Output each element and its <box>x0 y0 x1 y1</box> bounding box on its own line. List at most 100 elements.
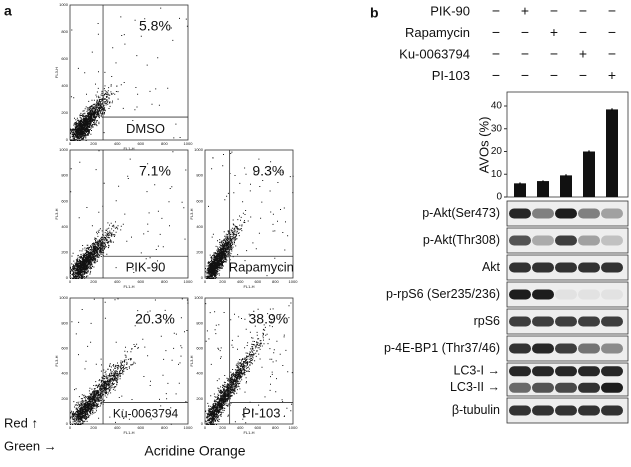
band <box>532 262 554 273</box>
x-tick-label: 200 <box>90 279 97 284</box>
band <box>532 289 554 300</box>
treatment-name: Ku-0063794 <box>399 46 470 61</box>
x-tick-label: 0 <box>69 279 72 284</box>
treatment-sign: + <box>521 3 529 19</box>
band <box>532 343 554 354</box>
x-tick-label: 800 <box>272 425 279 430</box>
band <box>509 405 531 416</box>
y-axis-label: FL3-H <box>54 67 59 78</box>
treatment-sign: − <box>608 3 616 19</box>
event-cloud <box>70 150 187 279</box>
band <box>509 343 531 354</box>
x-tick-label: 400 <box>114 425 121 430</box>
y-tick-label: 0 <box>201 275 204 280</box>
x-tick-label: 800 <box>161 279 168 284</box>
band <box>555 208 577 219</box>
y-axis-label: FL3-H <box>54 355 59 366</box>
treatment-label: Rapamycin <box>229 260 294 275</box>
band <box>555 262 577 273</box>
y-tick-label: 0 <box>66 137 69 142</box>
blot-label: p-rpS6 (Ser235/236) <box>386 287 500 301</box>
legend-green: Green → <box>4 438 57 453</box>
x-tick-label: 1000 <box>184 279 194 284</box>
y-tick-label: 600 <box>196 345 203 350</box>
y-tick-label: 400 <box>61 83 68 88</box>
blot-label: p-4E-BP1 (Thr37/46) <box>384 341 500 355</box>
y-tick-label: 30 <box>491 123 503 134</box>
treatment-sign: − <box>492 46 500 62</box>
band <box>509 316 531 327</box>
y-tick-label: 400 <box>196 224 203 229</box>
x-tick-label: 200 <box>90 425 97 430</box>
y-axis-label: AVOs (%) <box>476 117 491 174</box>
band <box>509 262 531 273</box>
y-tick-label: 1000 <box>59 2 69 7</box>
x-tick-label: 0 <box>204 279 207 284</box>
treatment-label: DMSO <box>126 121 165 136</box>
plot-frame <box>69 149 189 279</box>
blot-label: β-tubulin <box>452 403 500 417</box>
y-tick-label: 0 <box>66 421 69 426</box>
gated-percent: 9.3% <box>252 163 284 179</box>
y-axis-label: FL3-H <box>189 355 194 366</box>
band <box>509 208 531 219</box>
x-tick-label: 600 <box>254 279 261 284</box>
x-axis-label: FL1-H <box>123 430 134 435</box>
panel-label: a <box>4 3 12 19</box>
blot-label: rpS6 <box>474 314 500 328</box>
y-tick-label: 400 <box>196 371 203 376</box>
treatment-sign: + <box>608 67 616 83</box>
y-tick-label: 0 <box>496 192 502 203</box>
x-axis-label: FL1-H <box>243 284 254 289</box>
y-axis-label: FL3-H <box>189 208 194 219</box>
band <box>601 382 623 393</box>
x-tick-label: 400 <box>114 279 121 284</box>
bar <box>583 151 595 197</box>
y-tick-label: 1000 <box>59 295 69 300</box>
y-tick-label: 800 <box>196 320 203 325</box>
band <box>601 405 623 416</box>
band <box>555 343 577 354</box>
treatment-sign: − <box>608 24 616 40</box>
band <box>509 289 531 300</box>
gated-percent: 5.8% <box>139 18 171 34</box>
x-tick-label: 1000 <box>289 425 299 430</box>
legend-red: Red ↑ <box>4 415 38 430</box>
panel-label: b <box>370 5 379 21</box>
band <box>578 289 600 300</box>
x-tick-label: 600 <box>254 425 261 430</box>
x-tick-label: 200 <box>219 279 226 284</box>
band <box>509 366 531 377</box>
treatment-sign: − <box>579 3 587 19</box>
gated-percent: 7.1% <box>139 163 171 179</box>
x-axis-label: FL1-H <box>123 284 134 289</box>
band <box>532 382 554 393</box>
treatment-label: PIK-90 <box>126 260 166 275</box>
bar <box>606 109 618 197</box>
band <box>555 316 577 327</box>
band <box>578 405 600 416</box>
band <box>578 316 600 327</box>
blot-label: LC3-II → <box>450 380 500 394</box>
event-cloud <box>70 298 189 425</box>
event-cloud <box>70 7 188 141</box>
treatment-sign: − <box>492 3 500 19</box>
x-tick-label: 0 <box>204 425 207 430</box>
band <box>532 235 554 246</box>
band <box>601 366 623 377</box>
x-tick-label: 400 <box>237 279 244 284</box>
x-tick-label: 600 <box>137 425 144 430</box>
band <box>578 343 600 354</box>
treatment-sign: − <box>492 67 500 83</box>
x-axis-label: FL1-H <box>123 146 134 151</box>
treatment-name: Rapamycin <box>405 25 470 40</box>
x-tick-label: 0 <box>69 141 72 146</box>
band <box>601 316 623 327</box>
band <box>532 405 554 416</box>
y-tick-label: 200 <box>61 249 68 254</box>
gated-percent: 20.3% <box>135 311 175 327</box>
band <box>532 208 554 219</box>
blot-label: Akt <box>482 260 501 274</box>
y-tick-label: 20 <box>491 146 503 157</box>
